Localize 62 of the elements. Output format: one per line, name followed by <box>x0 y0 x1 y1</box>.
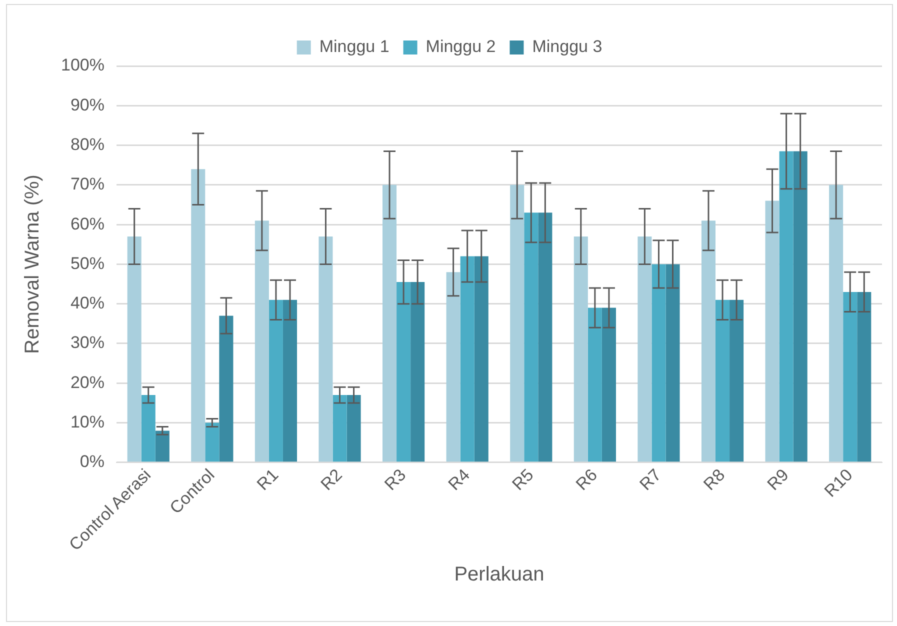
x-tick-label: R5 <box>508 465 538 494</box>
y-tick-label: 60% <box>70 214 104 234</box>
bar <box>410 282 425 462</box>
y-tick-label: 90% <box>70 95 104 114</box>
x-tick-label: R9 <box>764 465 792 494</box>
bar <box>666 264 680 462</box>
y-tick-label: 20% <box>70 372 104 392</box>
bar <box>219 316 234 462</box>
x-axis-title: Perlakuan <box>454 564 544 586</box>
y-tick-label: 50% <box>70 254 104 273</box>
bar <box>716 300 730 462</box>
bar <box>701 220 716 462</box>
x-tick-label: R4 <box>444 465 474 494</box>
bar <box>602 308 616 462</box>
x-tick-label: R10 <box>820 465 856 501</box>
bar <box>205 422 220 462</box>
bar <box>141 395 156 462</box>
bar <box>588 308 602 462</box>
bar <box>268 300 283 462</box>
bar <box>396 282 411 462</box>
bar <box>857 292 872 462</box>
bar <box>574 236 588 462</box>
y-tick-label: 10% <box>70 412 104 432</box>
bar <box>346 395 361 462</box>
bar <box>474 256 488 462</box>
x-tick-label: R1 <box>253 465 282 494</box>
x-tick-label: R7 <box>636 465 665 494</box>
y-tick-label: 80% <box>70 134 104 154</box>
bar <box>730 300 744 462</box>
bar <box>793 151 808 462</box>
bar <box>282 300 298 462</box>
y-axis-title: Removal Warna (%) <box>22 174 44 354</box>
bar <box>510 184 524 462</box>
bar <box>318 236 333 462</box>
bar <box>538 212 552 462</box>
y-tick-label: 70% <box>70 174 104 194</box>
bar <box>446 272 460 462</box>
legend-label: Minggu 3 <box>532 37 602 56</box>
bar <box>155 430 170 462</box>
bar <box>652 264 666 462</box>
bar <box>254 220 269 462</box>
x-tick-label: R6 <box>572 465 602 494</box>
x-tick-label: R8 <box>700 465 729 494</box>
bar <box>779 151 794 462</box>
legend-label: Minggu 2 <box>426 37 496 56</box>
bar <box>765 200 780 462</box>
y-tick-label: 30% <box>70 333 104 352</box>
legend-label: Minggu 1 <box>319 37 390 56</box>
bar <box>638 236 652 462</box>
bar <box>382 184 397 462</box>
y-tick-label: 100% <box>60 56 104 75</box>
bar <box>524 212 538 462</box>
bar <box>843 292 858 462</box>
bar <box>127 236 142 462</box>
bar <box>332 395 347 462</box>
y-tick-label: 40% <box>70 294 104 313</box>
bar <box>460 256 474 462</box>
x-tick-label: R3 <box>380 465 410 494</box>
y-tick-label: 0% <box>80 452 104 472</box>
bar <box>191 169 206 462</box>
bar <box>829 184 844 462</box>
x-tick-label: R2 <box>317 465 346 494</box>
